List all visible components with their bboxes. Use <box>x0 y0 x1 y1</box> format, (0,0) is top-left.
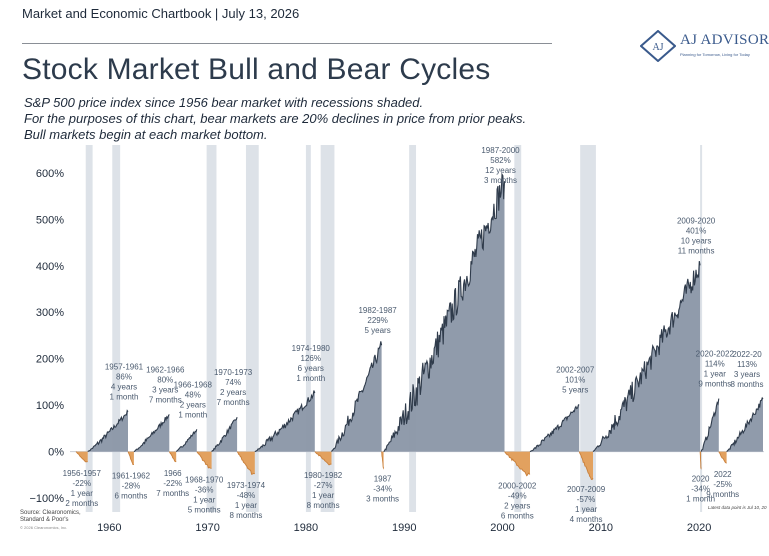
recession-band <box>206 145 217 512</box>
bull-market-line <box>592 260 701 453</box>
bull-market-line <box>726 396 764 453</box>
logo-tagline: Planning for Tomorrow, Living for Today <box>680 52 750 57</box>
x-tick-label: 1970 <box>195 522 219 534</box>
bear-market-label: 2000-2002 -49% 2 years 6 months <box>498 481 537 520</box>
y-tick-label: 300% <box>36 307 64 319</box>
bear-market-line <box>127 451 134 466</box>
bull-market-area <box>701 398 719 452</box>
bull-market-label: 1970-1973 74% 2 years 7 months <box>214 368 253 407</box>
company-logo: AJ AJ ADVISORS Planning for Tomorrow, Li… <box>639 29 769 66</box>
svg-text:AJ: AJ <box>652 42 663 53</box>
bull-market-line <box>133 414 170 453</box>
bear-market-label: 1968-1970 -36% 1 year 5 months <box>185 475 224 514</box>
bear-market-label: 1987 -34% 3 months <box>366 474 399 503</box>
bear-market-label: 2022 -25% 9 months <box>706 470 739 499</box>
bear-market-line <box>196 451 212 469</box>
bull-market-label: 1982-1987 229% 5 years <box>358 306 397 335</box>
chart-subtitle: S&P 500 price index since 1956 bear mark… <box>24 95 526 143</box>
bull-market-line <box>529 404 580 453</box>
bull-market-area <box>530 404 580 452</box>
recession-band <box>580 145 596 512</box>
y-tick-label: 600% <box>36 168 64 180</box>
source-note: Source: Clearonomics, Standard & Poor's … <box>20 510 90 531</box>
logo-emblem-icon: AJ <box>639 29 677 63</box>
bull-market-line <box>254 390 316 453</box>
bear-market-line <box>578 451 594 481</box>
recession-band <box>320 145 335 512</box>
bull-market-label: 1957-1961 86% 4 years 1 month <box>105 363 144 402</box>
bull-market-label: 2009-2020 401% 10 years 11 months <box>677 216 716 255</box>
bull-market-label: 1987-2000 582% 12 years 3 months <box>481 146 520 185</box>
bear-market-line <box>504 451 531 477</box>
bull-market-area <box>87 410 128 452</box>
bull-market-area <box>254 390 315 452</box>
y-tick-label: −100% <box>29 493 64 505</box>
recession-band <box>700 145 703 512</box>
bull-market-label: 2020-2022 114% 1 year 9 months <box>696 350 735 389</box>
y-tick-label: 100% <box>36 400 64 412</box>
logo-name: AJ ADVISORS <box>680 32 769 48</box>
bear-market-label: 2007-2009 -57% 1 year 4 months <box>567 485 606 524</box>
page-title: Stock Market Bull and Bear Cycles <box>22 53 491 86</box>
bear-market-line <box>236 451 256 475</box>
x-tick-label: 2020 <box>687 522 711 534</box>
report-header: Market and Economic Chartbook | July 13,… <box>22 6 300 21</box>
bear-market-label: 1956-1957 -22% 1 year 2 months <box>63 469 102 508</box>
bull-market-line <box>175 429 198 453</box>
x-tick-label: 1960 <box>97 522 121 534</box>
bear-market-label: 2020 -34% 1 month <box>686 474 715 503</box>
x-tick-label: 2010 <box>589 522 613 534</box>
bull-market-line <box>331 341 383 452</box>
recession-band <box>409 145 417 512</box>
bear-market-line <box>718 451 727 464</box>
bull-market-area <box>176 429 197 452</box>
bull-market-area <box>383 174 505 452</box>
bear-market-line <box>381 451 385 470</box>
bull-market-line <box>700 398 720 452</box>
bull-market-area <box>331 341 382 452</box>
x-tick-label: 2000 <box>490 522 514 534</box>
bull-market-label: 1962-1966 80% 3 years 7 months <box>146 365 185 404</box>
y-tick-label: 400% <box>36 261 64 273</box>
copyright-text: © 2026 Clearonomics, Inc. <box>20 525 68 530</box>
bull-market-area <box>593 261 701 452</box>
bear-market-label: 1973-1974 -48% 1 year 8 months <box>227 481 266 520</box>
bull-market-line <box>383 172 506 453</box>
recession-band <box>245 145 259 512</box>
y-tick-label: 500% <box>36 214 64 226</box>
x-tick-label: 1990 <box>392 522 416 534</box>
subtitle-line: S&P 500 price index since 1956 bear mark… <box>24 95 424 110</box>
bull-market-label: 1966-1968 48% 2 years 1 month <box>174 380 213 419</box>
subtitle-line: For the purposes of this chart, bear mar… <box>24 111 527 126</box>
recession-band <box>112 145 121 512</box>
subtitle-line: Bull markets begin at each market bottom… <box>24 127 268 142</box>
source-text: Source: Clearonomics, Standard & Poor's <box>20 510 81 523</box>
bear-market-label: 1966 -22% 7 months <box>156 469 189 498</box>
bear-market-area <box>314 451 332 465</box>
recession-band <box>85 145 93 512</box>
bear-market-label: 1961-1962 -28% 6 months <box>112 472 151 501</box>
x-tick-label: 1980 <box>294 522 318 534</box>
recession-band <box>514 145 522 512</box>
bull-market-label: 2002-2007 101% 5 years <box>556 366 595 395</box>
recession-band <box>305 145 311 512</box>
bear-market-line <box>168 451 177 463</box>
header-divider <box>22 43 552 44</box>
latest-data-note: Latest data point is Jul 10, 20 <box>708 505 767 510</box>
bull-market-label: 2022-20 113% 3 years 8 months <box>731 350 764 389</box>
bull-market-line <box>87 409 129 453</box>
bull-market-area <box>726 398 763 452</box>
y-tick-label: 0% <box>48 447 64 459</box>
bear-market-line <box>699 451 702 470</box>
y-tick-label: 200% <box>36 354 64 366</box>
bull-market-area <box>211 417 238 452</box>
bull-market-area <box>133 414 170 452</box>
bear-market-line <box>75 451 88 463</box>
bull-market-label: 1974-1980 126% 6 years 1 month <box>292 344 331 383</box>
bear-market-label: 1980-1982 -27% 1 year 8 months <box>304 471 343 510</box>
bear-market-line <box>314 451 332 466</box>
bull-market-line <box>211 417 238 452</box>
